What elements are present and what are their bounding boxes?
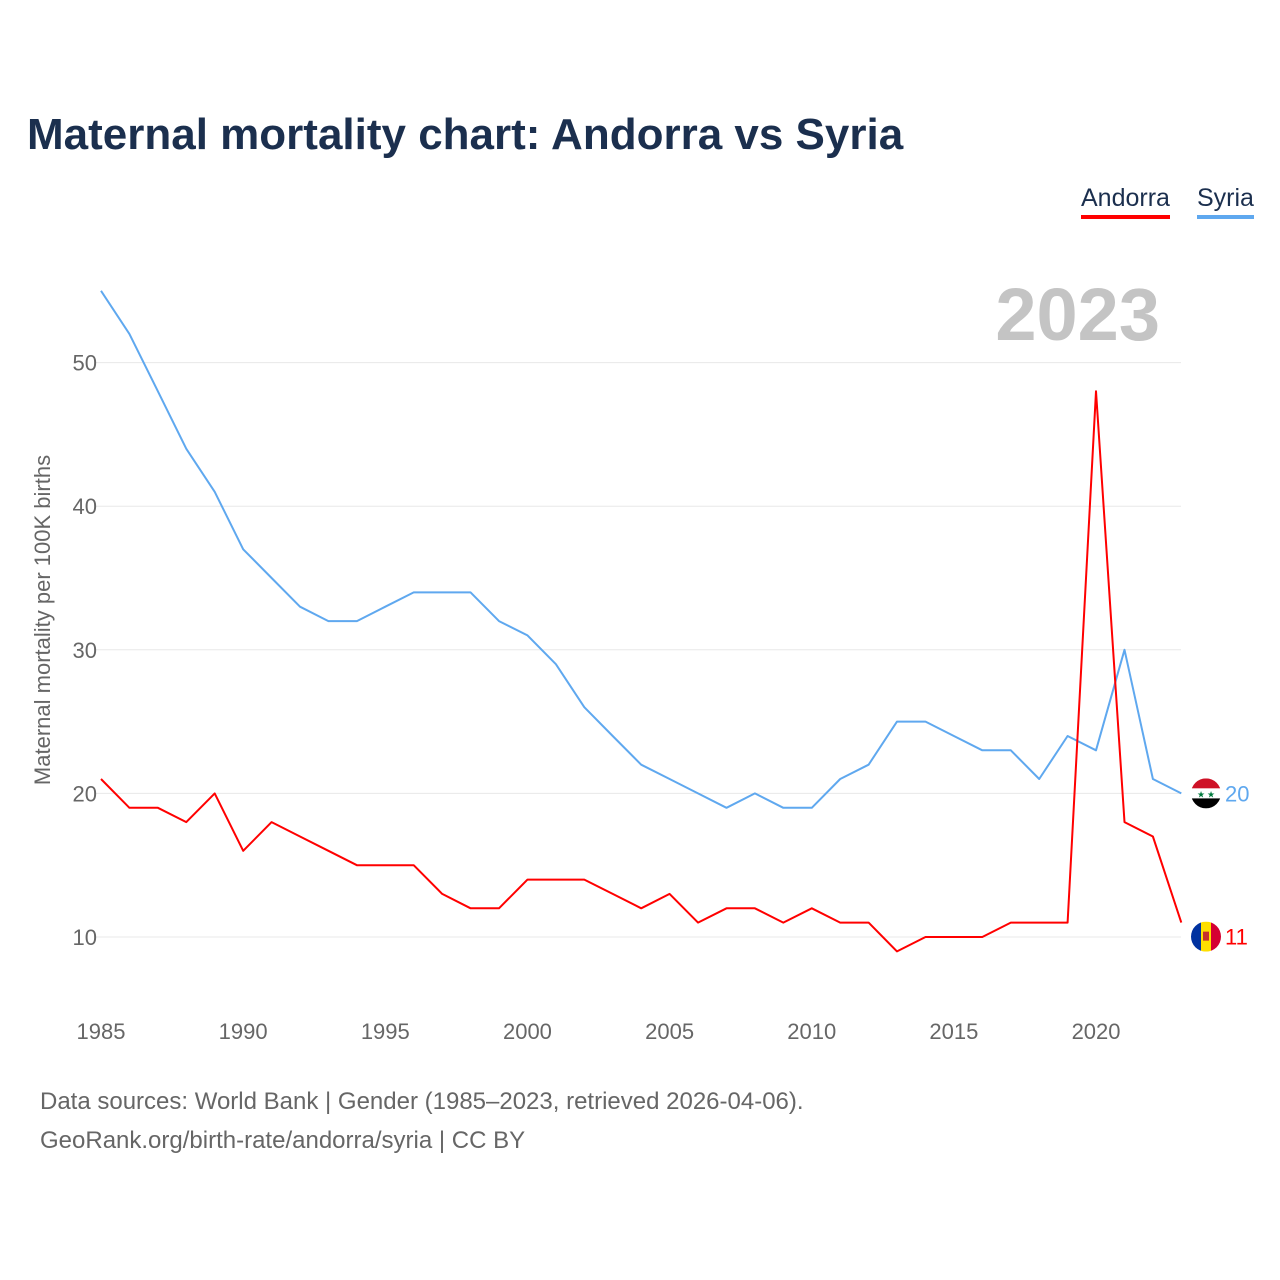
x-tick-label: 1995: [361, 1019, 410, 1044]
x-tick-label: 2005: [645, 1019, 694, 1044]
footer-source: Data sources: World Bank | Gender (1985–…: [40, 1088, 804, 1115]
svg-text:★: ★: [1197, 789, 1205, 799]
y-tick-label: 20: [73, 781, 97, 806]
y-tick-label: 30: [73, 638, 97, 663]
y-tick-label: 50: [73, 351, 97, 376]
andorra-flag-icon: [1191, 921, 1221, 952]
x-tick-label: 1990: [219, 1019, 268, 1044]
legend-andorra[interactable]: Andorra: [1081, 184, 1170, 219]
footer-link[interactable]: GeoRank.org/birth-rate/andorra/syria | C…: [40, 1127, 526, 1154]
x-tick-label: 2010: [787, 1019, 836, 1044]
y-tick-label: 10: [73, 925, 97, 950]
x-tick-label: 2020: [1072, 1019, 1121, 1044]
x-tick-label: 1985: [77, 1019, 126, 1044]
series-line-syria: [100, 290, 1182, 809]
end-value-label-syria: 20: [1225, 781, 1249, 806]
chart-title: Maternal mortality chart: Andorra vs Syr…: [27, 110, 904, 159]
svg-text:★: ★: [1207, 789, 1215, 799]
x-tick-label: 2000: [503, 1019, 552, 1044]
end-value-label-andorra: 11: [1225, 925, 1248, 950]
year-watermark: 2023: [995, 273, 1160, 356]
x-tick-label: 2015: [929, 1019, 978, 1044]
series-line-andorra: [100, 390, 1183, 953]
y-tick-label: 40: [73, 494, 97, 519]
y-axis-label: Maternal mortality per 100K births: [30, 455, 55, 785]
legend-syria[interactable]: Syria: [1197, 184, 1254, 219]
syria-flag-icon: ★ ★: [1191, 778, 1221, 809]
